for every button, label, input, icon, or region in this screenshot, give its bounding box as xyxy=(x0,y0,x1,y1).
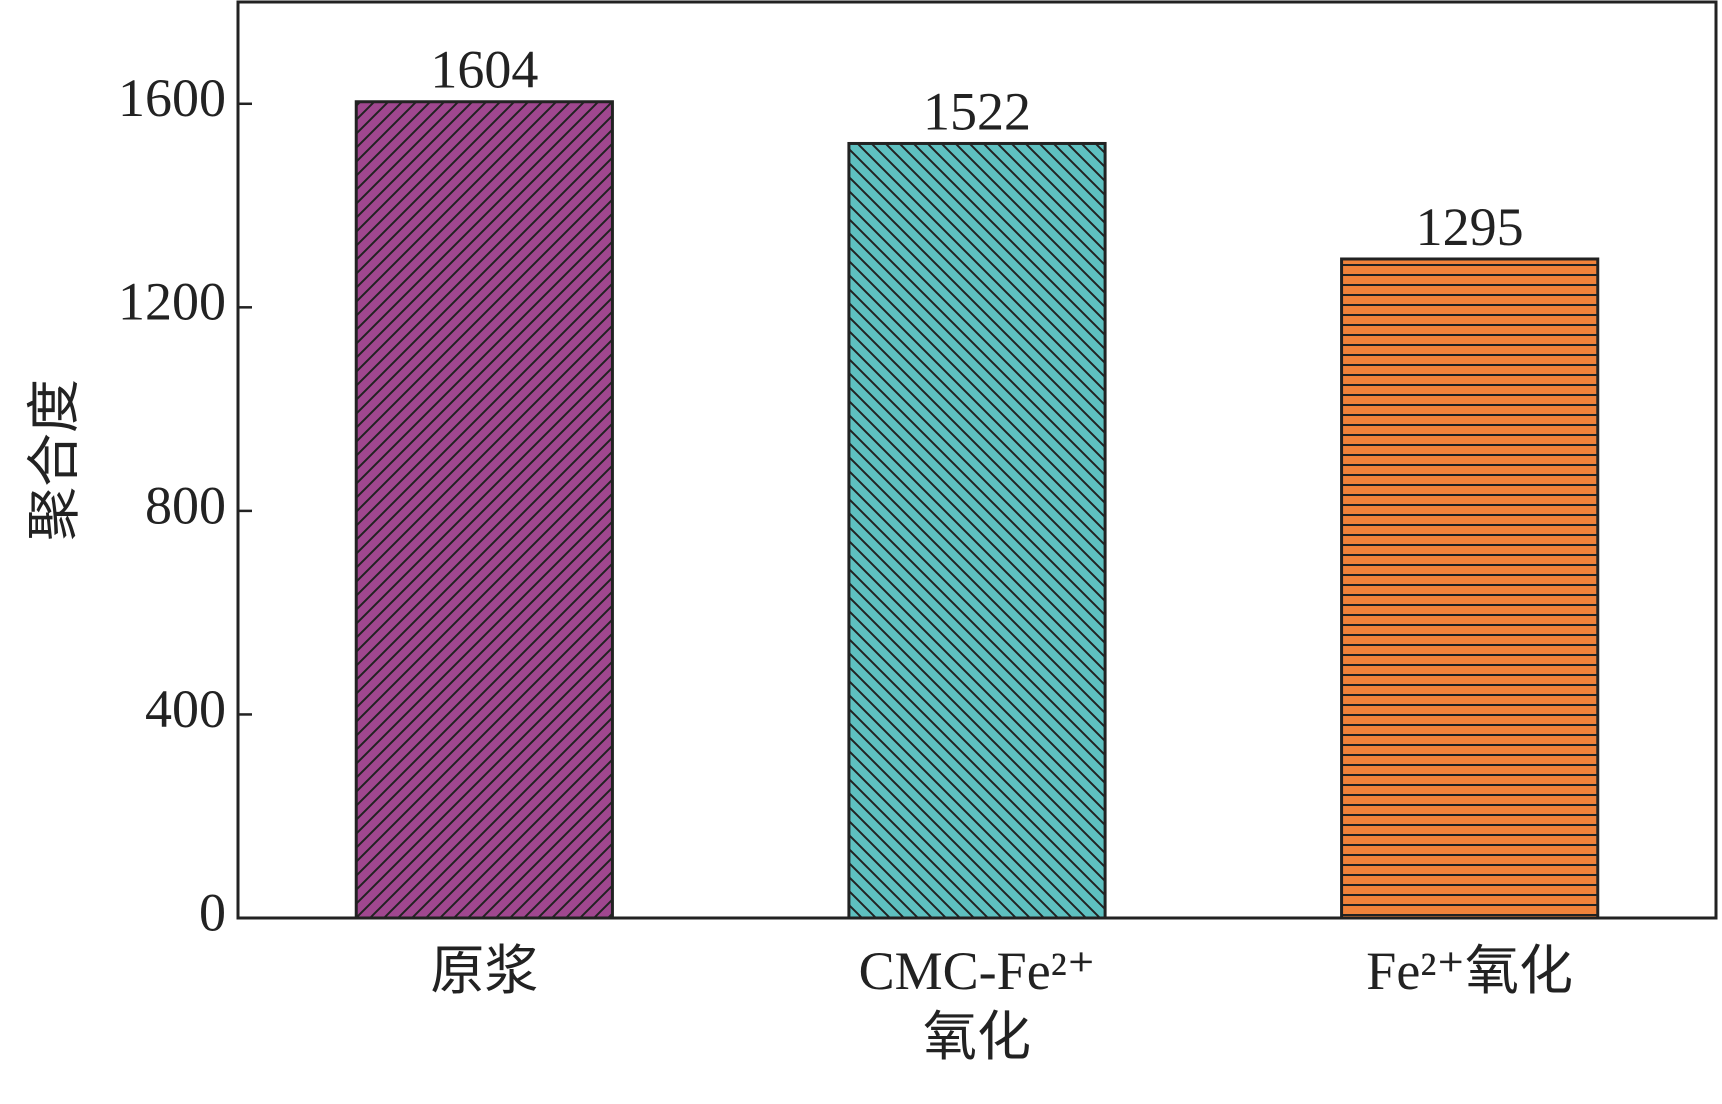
bar xyxy=(847,141,1107,920)
value-label: 1522 xyxy=(923,81,1031,141)
plot-frame xyxy=(236,0,1718,920)
value-label: 1604 xyxy=(430,40,538,100)
y-tick-label: 800 xyxy=(145,475,226,535)
x-tick-label: CMC-Fe²⁺氧化 xyxy=(858,941,1096,1067)
y-tick-label: 1200 xyxy=(118,272,226,332)
bar xyxy=(354,100,614,920)
y-tick-label: 400 xyxy=(145,679,226,739)
bar xyxy=(1340,257,1600,920)
y-axis-label: 聚合度 xyxy=(24,379,84,541)
x-tick-label: Fe²⁺氧化 xyxy=(1366,941,1573,1001)
x-tick-label: 原浆 xyxy=(430,941,539,1001)
y-tick-label: 0 xyxy=(199,882,226,942)
y-tick-label: 1600 xyxy=(118,68,226,128)
value-label: 1295 xyxy=(1416,197,1524,257)
